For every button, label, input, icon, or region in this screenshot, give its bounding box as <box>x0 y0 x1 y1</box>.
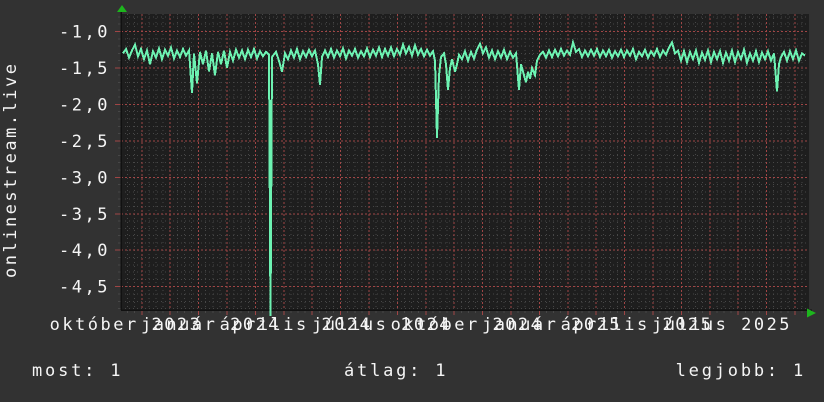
axis-frame <box>120 10 812 311</box>
stat-current: most: 1 <box>32 361 124 381</box>
x-tick-label: január 2025 <box>482 315 622 335</box>
y-tick-label: -2,0 <box>59 95 110 115</box>
stat-best: legjobb: 1 <box>675 361 806 381</box>
x-tick-label: október 2023 <box>50 315 203 335</box>
y-tick-label: -4,0 <box>59 241 110 261</box>
y-tick-label: -2,5 <box>59 132 110 152</box>
grid-minor <box>121 14 809 310</box>
y-tick-label: -3,5 <box>59 205 110 225</box>
plot-background <box>121 14 809 310</box>
y-tick-label: -4,5 <box>59 278 110 298</box>
stat-average: átlag: 1 <box>344 361 449 381</box>
axis-arrow-right-icon <box>807 308 816 318</box>
x-tick-label: július 2024 <box>312 315 452 335</box>
y-tick-label: -1,5 <box>59 59 110 79</box>
y-tick-label: -1,0 <box>59 22 110 42</box>
stats-row: most: 1 átlag: 1 legjobb: 1 <box>0 361 824 385</box>
series-line <box>122 38 806 316</box>
x-tick-label: október 2024 <box>391 315 544 335</box>
x-tick-label: január 2024 <box>141 315 281 335</box>
axis-arrow-up-icon <box>117 5 127 12</box>
y-tick-label: -3,0 <box>59 168 110 188</box>
x-tick-label: július 2025 <box>652 315 792 335</box>
x-tick-label: április 2024 <box>220 315 373 335</box>
series-group <box>122 38 806 316</box>
x-tick-label: április 2025 <box>561 315 714 335</box>
